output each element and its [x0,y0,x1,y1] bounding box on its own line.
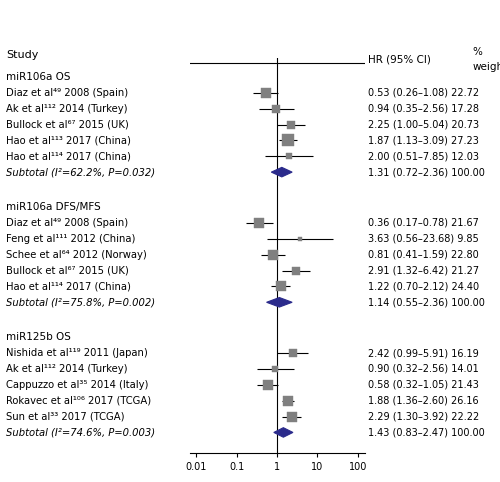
Text: Subtotal (I²=74.6%, P=0.003): Subtotal (I²=74.6%, P=0.003) [6,428,155,438]
Text: Rokavec et al¹⁰⁶ 2017 (TCGA): Rokavec et al¹⁰⁶ 2017 (TCGA) [6,396,151,406]
Text: 0.94 (0.35–2.56) 17.28: 0.94 (0.35–2.56) 17.28 [368,104,478,114]
Text: miR106a OS: miR106a OS [6,72,70,82]
Text: Ak et al¹¹² 2014 (Turkey): Ak et al¹¹² 2014 (Turkey) [6,364,128,374]
Text: 1.43 (0.83–2.47) 100.00: 1.43 (0.83–2.47) 100.00 [368,428,484,438]
Text: 0.81 (0.41–1.59) 22.80: 0.81 (0.41–1.59) 22.80 [368,250,478,260]
Text: Ak et al¹¹² 2014 (Turkey): Ak et al¹¹² 2014 (Turkey) [6,104,128,114]
Text: HR (95% CI): HR (95% CI) [368,54,430,65]
Polygon shape [266,297,292,307]
Text: %: % [472,47,482,57]
Text: Diaz et al⁴⁹ 2008 (Spain): Diaz et al⁴⁹ 2008 (Spain) [6,88,128,98]
Text: miR106a DFS/MFS: miR106a DFS/MFS [6,202,101,212]
Text: 2.42 (0.99–5.91) 16.19: 2.42 (0.99–5.91) 16.19 [368,348,478,358]
Text: 1.22 (0.70–2.12) 24.40: 1.22 (0.70–2.12) 24.40 [368,281,478,292]
Text: 2.29 (1.30–3.92) 22.22: 2.29 (1.30–3.92) 22.22 [368,412,479,422]
Text: Subtotal (I²=75.8%, P=0.002): Subtotal (I²=75.8%, P=0.002) [6,297,155,308]
Text: miR125b OS: miR125b OS [6,332,71,342]
Polygon shape [274,428,293,437]
Text: Study: Study [6,50,38,60]
Text: 2.00 (0.51–7.85) 12.03: 2.00 (0.51–7.85) 12.03 [368,151,478,161]
Text: 0.90 (0.32–2.56) 14.01: 0.90 (0.32–2.56) 14.01 [368,364,478,374]
Text: Cappuzzo et al³⁵ 2014 (Italy): Cappuzzo et al³⁵ 2014 (Italy) [6,380,148,390]
Text: 1.88 (1.36–2.60) 26.16: 1.88 (1.36–2.60) 26.16 [368,396,478,406]
Text: 0.53 (0.26–1.08) 22.72: 0.53 (0.26–1.08) 22.72 [368,88,478,98]
Polygon shape [272,167,292,177]
Text: Feng et al¹¹¹ 2012 (China): Feng et al¹¹¹ 2012 (China) [6,234,136,244]
Text: 0.36 (0.17–0.78) 21.67: 0.36 (0.17–0.78) 21.67 [368,218,478,228]
Text: 2.91 (1.32–6.42) 21.27: 2.91 (1.32–6.42) 21.27 [368,266,478,276]
Text: 1.31 (0.72–2.36) 100.00: 1.31 (0.72–2.36) 100.00 [368,167,484,177]
Text: Diaz et al⁴⁹ 2008 (Spain): Diaz et al⁴⁹ 2008 (Spain) [6,218,128,228]
Text: 3.63 (0.56–23.68) 9.85: 3.63 (0.56–23.68) 9.85 [368,234,478,244]
Text: Subtotal (I²=62.2%, P=0.032): Subtotal (I²=62.2%, P=0.032) [6,167,155,177]
Text: Hao et al¹¹⁴ 2017 (China): Hao et al¹¹⁴ 2017 (China) [6,151,131,161]
Text: weight: weight [472,62,500,72]
Text: 1.87 (1.13–3.09) 27.23: 1.87 (1.13–3.09) 27.23 [368,135,478,146]
Text: Hao et al¹¹⁴ 2017 (China): Hao et al¹¹⁴ 2017 (China) [6,281,131,292]
Text: Bullock et al⁶⁷ 2015 (UK): Bullock et al⁶⁷ 2015 (UK) [6,120,129,130]
Text: Schee et al⁶⁴ 2012 (Norway): Schee et al⁶⁴ 2012 (Norway) [6,250,147,260]
Text: Sun et al³³ 2017 (TCGA): Sun et al³³ 2017 (TCGA) [6,412,124,422]
Text: Bullock et al⁶⁷ 2015 (UK): Bullock et al⁶⁷ 2015 (UK) [6,266,129,276]
Text: Nishida et al¹¹⁹ 2011 (Japan): Nishida et al¹¹⁹ 2011 (Japan) [6,348,148,358]
Text: 0.58 (0.32–1.05) 21.43: 0.58 (0.32–1.05) 21.43 [368,380,478,390]
Text: 1.14 (0.55–2.36) 100.00: 1.14 (0.55–2.36) 100.00 [368,297,484,308]
Text: 2.25 (1.00–5.04) 20.73: 2.25 (1.00–5.04) 20.73 [368,120,478,130]
Text: Hao et al¹¹³ 2017 (China): Hao et al¹¹³ 2017 (China) [6,135,131,146]
